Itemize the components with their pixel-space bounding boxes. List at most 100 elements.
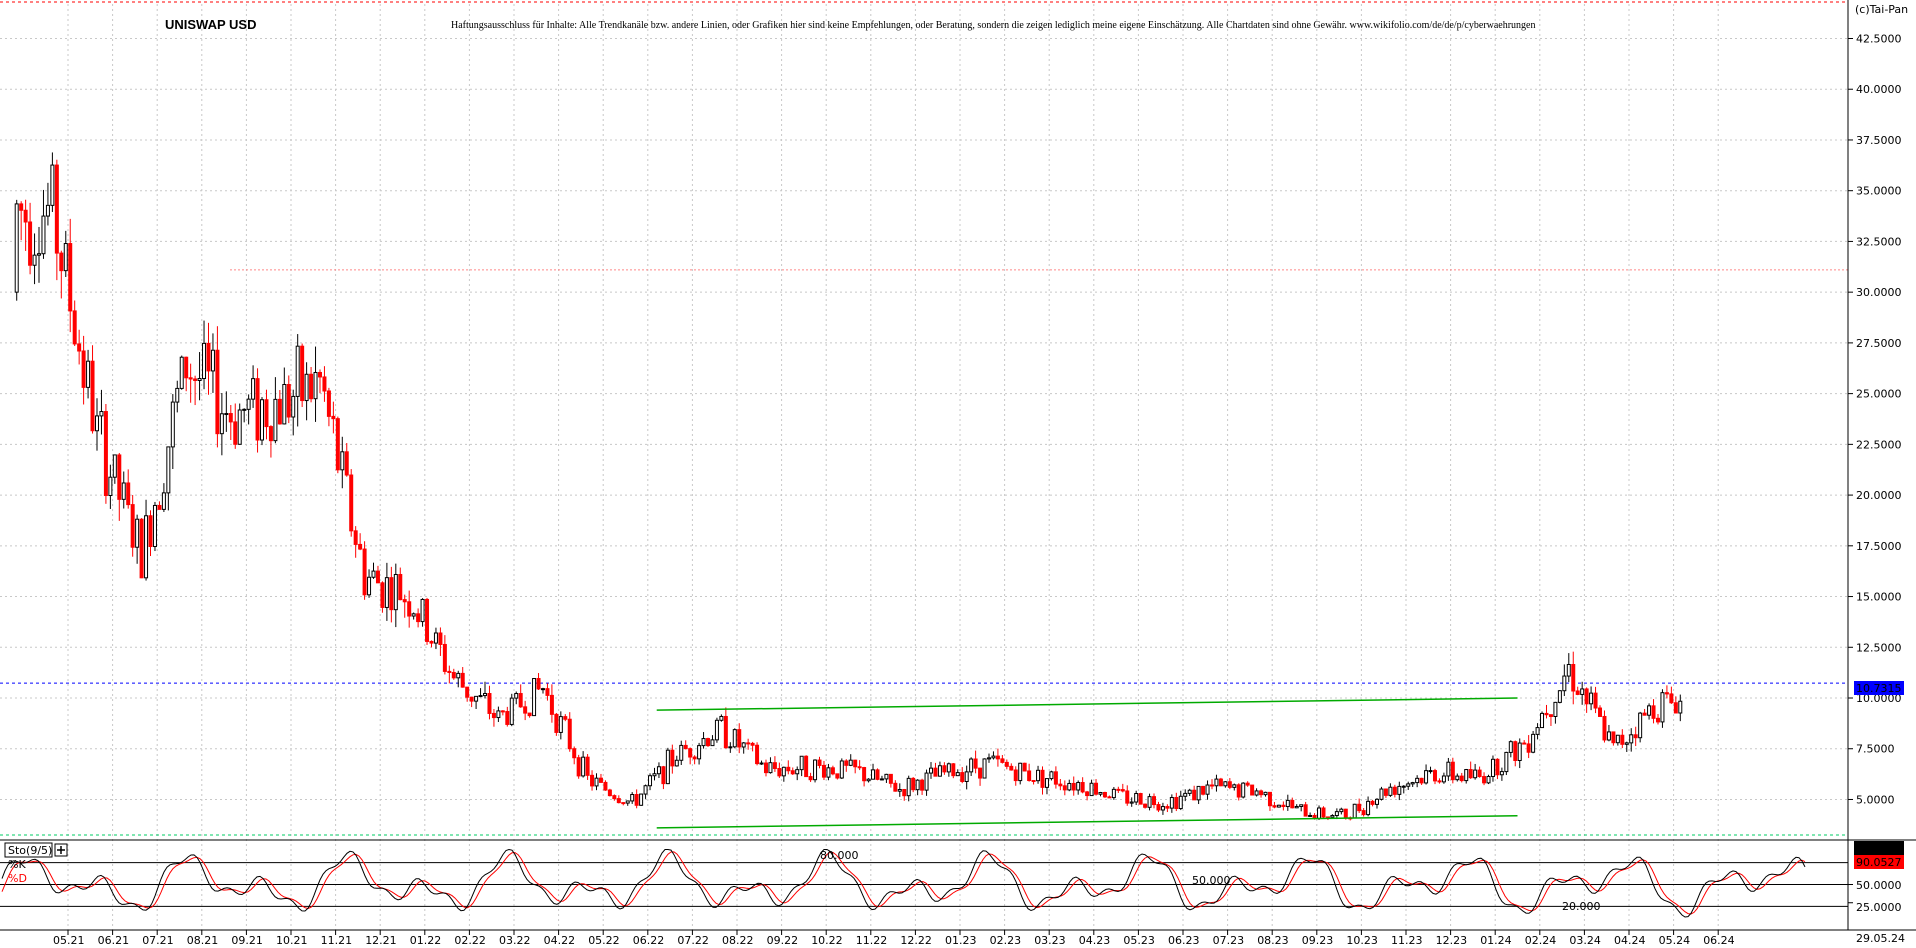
- last-price-box: [1854, 681, 1904, 695]
- candle-body: [126, 482, 131, 506]
- candle-body: [447, 670, 452, 673]
- k-value-box: [1854, 841, 1904, 855]
- x-tick-label: 07.22: [677, 934, 709, 947]
- candle-body: [460, 672, 465, 688]
- candle-body: [215, 349, 220, 435]
- candle-body: [148, 515, 153, 548]
- candle-body: [1156, 804, 1161, 811]
- x-tick-label: 01.24: [1480, 934, 1512, 947]
- candle-body: [90, 360, 95, 432]
- candle-body: [848, 759, 853, 766]
- candle-body: [1223, 781, 1228, 787]
- x-tick-label: 12.22: [900, 934, 932, 947]
- candle-body: [1406, 783, 1411, 787]
- candle-body: [340, 451, 345, 471]
- candle-body: [634, 794, 639, 806]
- candle-body: [23, 209, 28, 223]
- stochastic-label-box[interactable]: [4, 842, 53, 858]
- candle-body: [1415, 777, 1420, 784]
- candle-body: [1205, 784, 1210, 795]
- x-tick-label: 02.23: [990, 934, 1022, 947]
- candle-body: [1209, 784, 1214, 787]
- candle-body: [830, 767, 835, 775]
- candle-body: [986, 757, 991, 760]
- candle-body: [375, 570, 380, 584]
- candle-body: [1379, 788, 1384, 800]
- chart-title: UNISWAP USD: [165, 17, 257, 32]
- candle-body: [933, 767, 938, 777]
- stochastic-panel: [0, 848, 1853, 918]
- candle-body: [68, 243, 73, 312]
- candle-body: [1678, 700, 1683, 714]
- candle-body: [371, 570, 376, 578]
- candle-body: [184, 356, 189, 379]
- candle-body: [1450, 761, 1455, 781]
- stoch-level-50-label: 50.000: [1192, 874, 1231, 887]
- candle-body: [1557, 690, 1562, 703]
- trend-lines: [656, 697, 1518, 829]
- candle-body: [1526, 743, 1531, 753]
- candle-body: [442, 643, 447, 672]
- candle-body: [1464, 769, 1469, 782]
- candle-body: [1352, 803, 1357, 819]
- candle-body: [1548, 714, 1553, 718]
- candle-body: [982, 758, 987, 779]
- candle-body: [228, 413, 233, 423]
- candle-body: [1272, 805, 1277, 808]
- candle-body: [1615, 734, 1620, 744]
- candle-body: [451, 671, 456, 679]
- y-tick-label: 37.5000: [1856, 134, 1902, 147]
- x-tick-label: 04.23: [1079, 934, 1111, 947]
- candle-body: [1522, 742, 1527, 745]
- candle-body: [1201, 785, 1206, 795]
- candle-body: [607, 789, 612, 797]
- candle-body: [1317, 807, 1322, 819]
- candle-body: [826, 767, 831, 778]
- candle-body: [1321, 807, 1326, 818]
- y-tick-label: 30.0000: [1856, 286, 1902, 299]
- candle-body: [108, 476, 113, 496]
- x-tick-label: 08.23: [1257, 934, 1289, 947]
- x-tick-label: 07.21: [142, 934, 174, 947]
- candle-body: [1036, 769, 1041, 782]
- candle-body: [1183, 792, 1188, 797]
- candle-body: [714, 719, 719, 741]
- candle-body: [737, 729, 742, 748]
- candle-body: [893, 782, 898, 792]
- candle-body: [1022, 762, 1027, 772]
- candle-body: [179, 356, 184, 389]
- candle-body: [103, 411, 108, 496]
- candle-body: [389, 577, 394, 611]
- candle-body: [1651, 705, 1656, 719]
- candle-body: [438, 632, 443, 645]
- candle-body: [41, 215, 46, 255]
- candle-body: [175, 387, 180, 403]
- candle-body: [853, 759, 858, 768]
- candle-body: [1178, 795, 1183, 810]
- candle-body: [1000, 758, 1005, 763]
- candle-body: [112, 454, 117, 478]
- candle-body: [697, 745, 702, 760]
- x-tick-label: 08.21: [187, 934, 219, 947]
- stoch-k-line: [1, 848, 1806, 918]
- x-tick-label: 06.21: [98, 934, 130, 947]
- candle-body: [416, 613, 421, 623]
- candle-body: [616, 798, 621, 804]
- candle-body: [969, 758, 974, 773]
- candle-body: [1428, 770, 1433, 773]
- candle-body: [1375, 798, 1380, 805]
- candle-body: [563, 716, 568, 720]
- candle-body: [612, 795, 617, 800]
- candle-body: [81, 350, 86, 388]
- x-tick-label: 04.24: [1614, 934, 1646, 947]
- candle-body: [237, 409, 242, 445]
- candle-body: [161, 492, 166, 510]
- candle-body: [398, 573, 403, 601]
- candle-body: [277, 398, 282, 425]
- candle-body: [514, 693, 519, 699]
- candle-body: [549, 694, 554, 715]
- candle-body: [523, 706, 528, 714]
- candle-body: [1540, 712, 1545, 729]
- candle-body: [804, 755, 809, 778]
- candle-body: [951, 763, 956, 777]
